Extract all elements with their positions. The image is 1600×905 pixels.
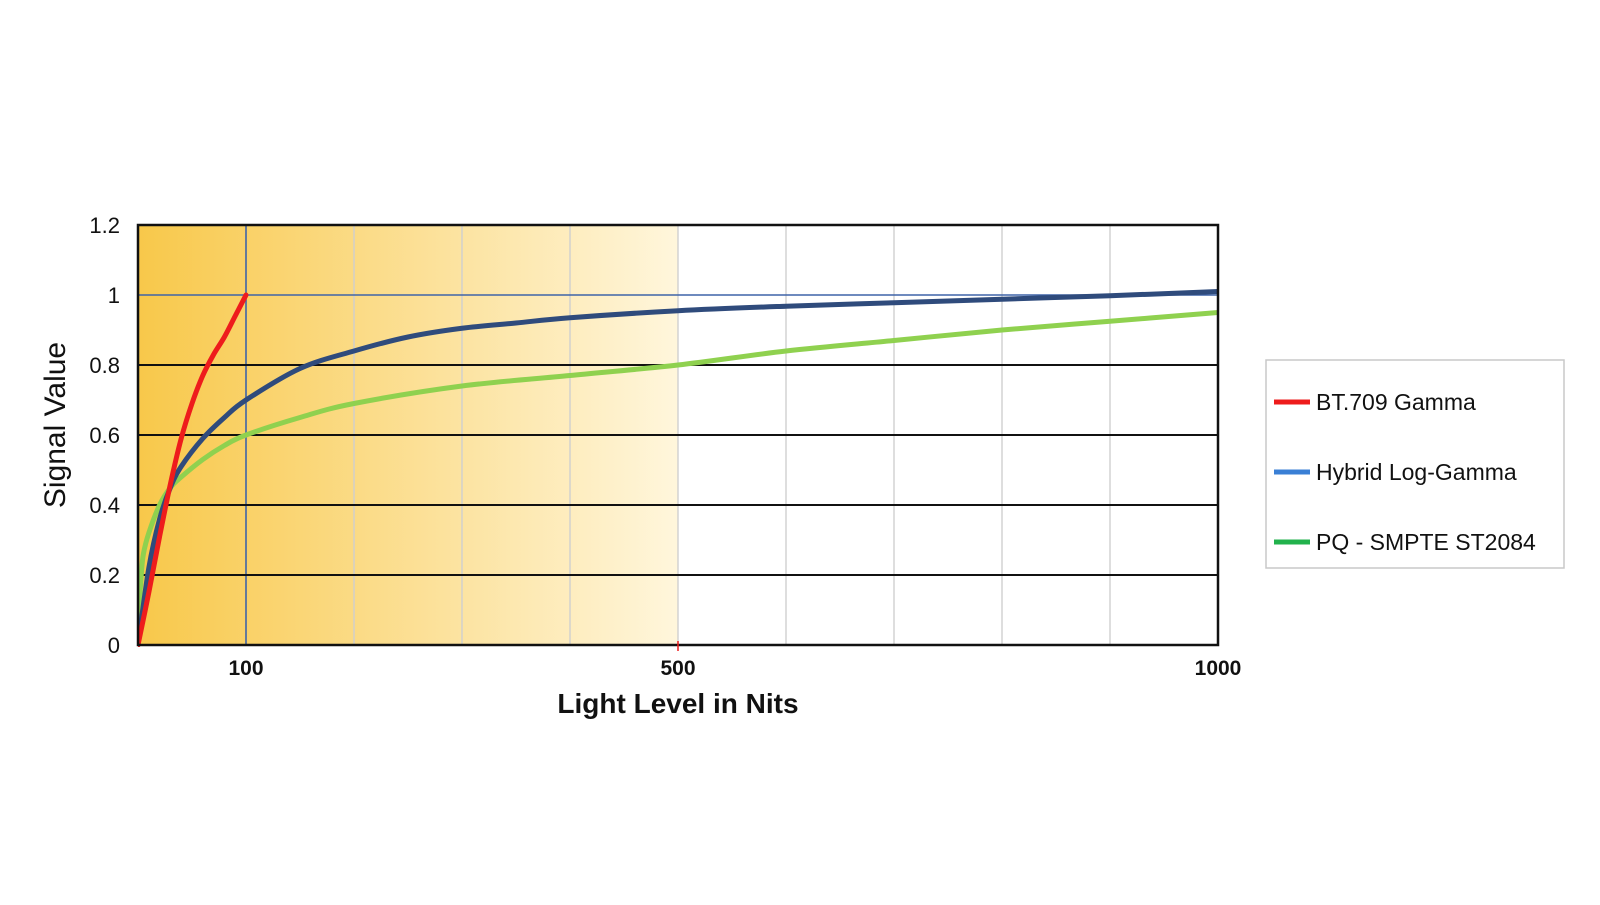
y-axis-label: Signal Value [39,342,72,508]
y-tick-label: 0.8 [89,353,120,378]
series-line-pq-smpte-st2084 [138,310,1218,647]
y-axis-ticks: 0 0.2 0.4 0.6 0.8 1 1.2 [89,213,120,658]
y-tick-label: 1 [108,283,120,308]
legend-label-pq-smpte-st2084: PQ - SMPTE ST2084 [1316,529,1536,555]
x-axis-label: Light Level in Nits [557,688,798,719]
x-tick-label: 100 [228,657,263,680]
x-tick-label: 500 [660,657,695,680]
y-tick-label: 0.6 [89,423,120,448]
y-tick-label: 0 [108,633,120,658]
x-tick-label: 1000 [1195,657,1242,680]
x-axis-ticks: 100 500 1000 [228,641,1241,680]
legend-box [1265,359,1565,569]
y-tick-label: 0.2 [89,563,120,588]
y-tick-label: 0.4 [89,493,120,518]
series-line-bt-709-gamma [138,292,249,647]
y-tick-label: 1.2 [89,213,120,238]
legend-label-bt-709-gamma: BT.709 Gamma [1316,389,1476,415]
legend: BT.709 Gamma Hybrid Log-Gamma PQ - SMPTE S… [1265,359,1565,569]
series-layer [138,289,1218,647]
legend-label-hybrid-log-gamma: Hybrid Log-Gamma [1316,459,1517,485]
